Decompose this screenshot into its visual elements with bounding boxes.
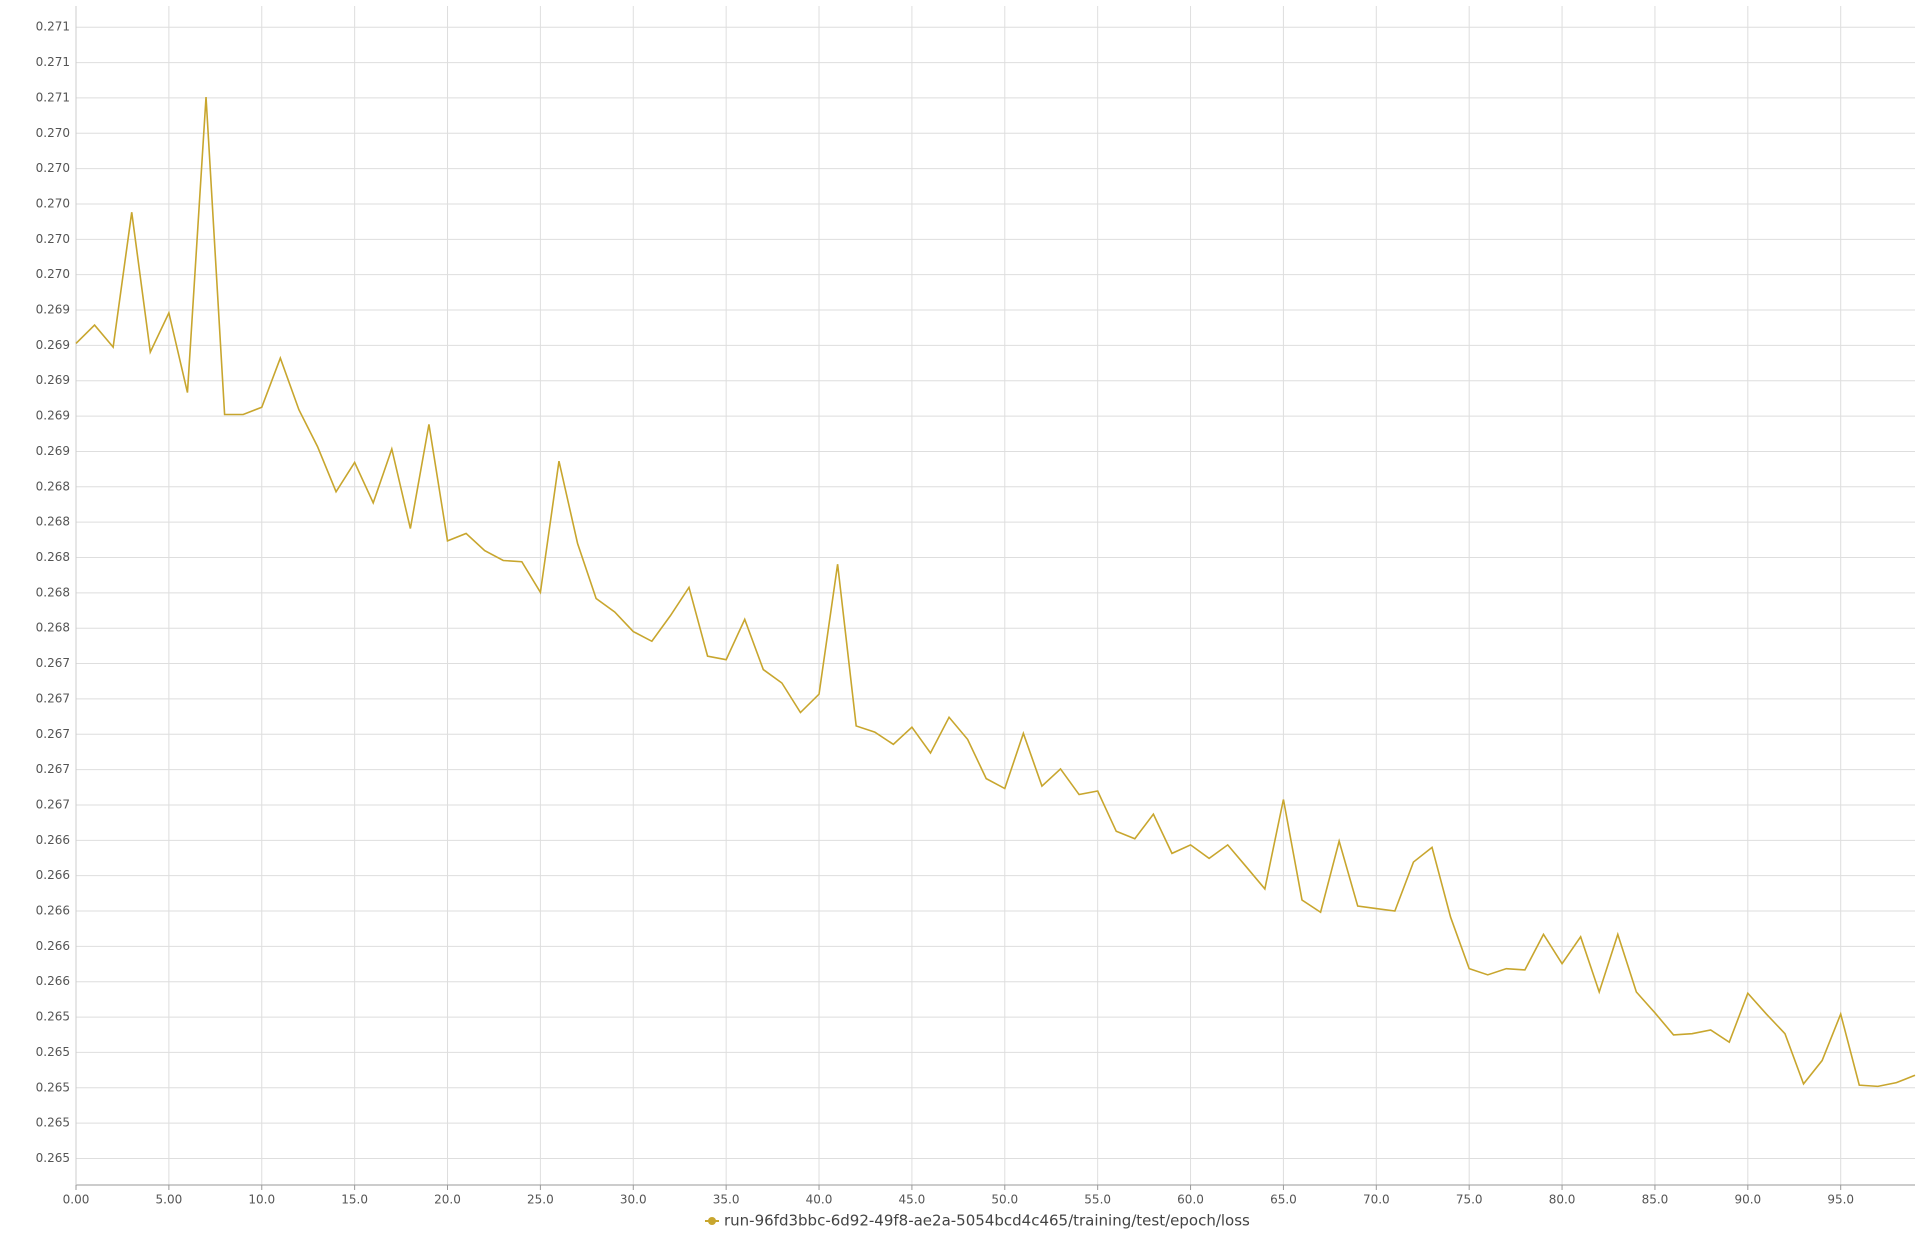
y-tick-label: 0.269	[36, 444, 70, 458]
y-tick-label: 0.267	[36, 691, 70, 705]
y-tick-label: 0.267	[36, 762, 70, 776]
y-tick-label: 0.271	[36, 90, 70, 104]
x-tick-label: 45.0	[899, 1193, 926, 1207]
x-tick-label: 5.00	[156, 1193, 183, 1207]
y-tick-label: 0.270	[36, 267, 70, 281]
y-tick-label: 0.269	[36, 303, 70, 317]
y-tick-label: 0.268	[36, 515, 70, 529]
x-tick-label: 10.0	[248, 1193, 275, 1207]
y-tick-label: 0.268	[36, 479, 70, 493]
y-tick-label: 0.266	[36, 833, 70, 847]
x-tick-label: 25.0	[527, 1193, 554, 1207]
x-tick-label: 75.0	[1456, 1193, 1483, 1207]
y-tick-label: 0.271	[36, 55, 70, 69]
y-tick-label: 0.270	[36, 161, 70, 175]
y-tick-label: 0.267	[36, 727, 70, 741]
x-tick-label: 70.0	[1363, 1193, 1390, 1207]
y-tick-label: 0.269	[36, 338, 70, 352]
y-tick-label: 0.270	[36, 126, 70, 140]
x-tick-label: 30.0	[620, 1193, 647, 1207]
y-tick-label: 0.266	[36, 974, 70, 988]
x-tick-label: 35.0	[713, 1193, 740, 1207]
x-tick-label: 80.0	[1549, 1193, 1576, 1207]
x-tick-label: 85.0	[1642, 1193, 1669, 1207]
series-line	[75, 96, 1916, 1088]
x-tick-label: 65.0	[1270, 1193, 1297, 1207]
y-tick-label: 0.265	[36, 1151, 70, 1165]
x-tick-label: 55.0	[1084, 1193, 1111, 1207]
y-tick-label: 0.269	[36, 409, 70, 423]
y-tick-label: 0.269	[36, 373, 70, 387]
x-tick-label: 15.0	[341, 1193, 368, 1207]
y-tick-label: 0.271	[36, 20, 70, 34]
y-tick-label: 0.268	[36, 550, 70, 564]
y-tick-label: 0.268	[36, 621, 70, 635]
y-tick-label: 0.265	[36, 1080, 70, 1094]
legend-marker	[708, 1217, 716, 1225]
y-tick-label: 0.266	[36, 904, 70, 918]
y-tick-label: 0.265	[36, 1116, 70, 1130]
x-tick-label: 50.0	[991, 1193, 1018, 1207]
x-tick-label: 0.00	[63, 1193, 90, 1207]
y-tick-label: 0.268	[36, 585, 70, 599]
x-tick-label: 40.0	[806, 1193, 833, 1207]
y-tick-label: 0.270	[36, 196, 70, 210]
y-tick-label: 0.265	[36, 1010, 70, 1024]
y-tick-label: 0.266	[36, 939, 70, 953]
y-tick-label: 0.267	[36, 656, 70, 670]
x-tick-label: 60.0	[1177, 1193, 1204, 1207]
x-tick-label: 20.0	[434, 1193, 461, 1207]
legend-label: run-96fd3bbc-6d92-49f8-ae2a-5054bcd4c465…	[724, 1212, 1250, 1230]
y-tick-label: 0.270	[36, 232, 70, 246]
y-tick-label: 0.265	[36, 1045, 70, 1059]
y-tick-label: 0.267	[36, 797, 70, 811]
x-tick-label: 90.0	[1734, 1193, 1761, 1207]
y-tick-label: 0.266	[36, 868, 70, 882]
x-tick-label: 95.0	[1827, 1193, 1854, 1207]
